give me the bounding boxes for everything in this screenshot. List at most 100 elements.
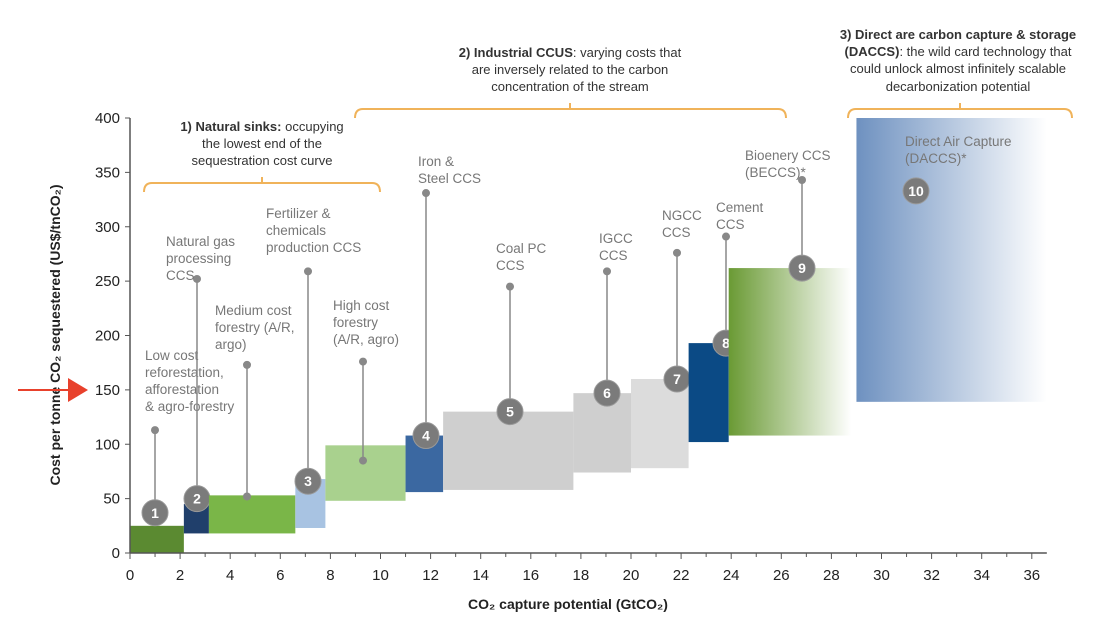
leader-dot	[673, 248, 681, 257]
group-2-title: 2) Industrial CCUS: varying costs that	[459, 45, 682, 60]
block-label: IGCC	[599, 231, 633, 246]
x-tick-label: 6	[276, 567, 284, 584]
block-label: argo)	[215, 337, 247, 352]
bracket-natural-sinks	[143, 177, 381, 193]
block-label: reforestation,	[145, 365, 224, 380]
block-number: 9	[798, 260, 806, 276]
x-tick-label: 36	[1023, 567, 1040, 584]
highlight-arrow-icon	[18, 378, 88, 402]
group-1-line3: sequestration cost curve	[192, 153, 333, 168]
block-label: Steel CCS	[418, 171, 481, 186]
x-tick-label: 14	[472, 567, 489, 584]
leader-dot	[359, 456, 367, 465]
block-label: NGCC	[662, 208, 702, 223]
block-number: 4	[422, 428, 430, 444]
block-number: 2	[193, 491, 201, 507]
leader-dot	[151, 426, 159, 435]
block-number-badge	[788, 254, 816, 282]
x-tick-label: 32	[923, 567, 940, 584]
x-tick-label: 24	[723, 567, 740, 584]
y-tick-label: 50	[103, 491, 120, 508]
block-number-badge	[496, 398, 524, 426]
block-label: Bioenery CCS	[745, 148, 831, 163]
block-number-badge	[902, 177, 930, 205]
cost-block-forestry-2	[208, 495, 296, 534]
group-3-title: 3) Direct are carbon capture & storage	[840, 27, 1076, 42]
leader-dot	[506, 282, 514, 291]
block-label: CCS	[166, 268, 195, 283]
y-tick-label: 400	[95, 110, 120, 127]
block-label: Medium cost	[215, 303, 292, 318]
block-label: Direct Air Capture	[905, 134, 1012, 149]
block-label: (BECCS)*	[745, 165, 807, 180]
block-number: 7	[673, 371, 681, 387]
cost-block-6	[573, 393, 631, 473]
cost-block-10	[856, 118, 1047, 402]
cost-block-1	[130, 525, 184, 553]
y-tick-label: 300	[95, 219, 120, 236]
leader-dot	[243, 360, 251, 369]
x-tick-label: 0	[126, 567, 134, 584]
block-label: (DACCS)*	[905, 151, 967, 166]
x-tick-label: 4	[226, 567, 234, 584]
block-label: Coal PC	[496, 241, 547, 256]
x-tick-label: 34	[973, 567, 990, 584]
cost-block-8	[688, 343, 729, 443]
group-1-title: 1) Natural sinks: occupying	[180, 119, 343, 134]
cost-block-7	[631, 379, 689, 469]
group-2-line2: are inversely related to the carbon	[472, 62, 669, 77]
y-tick-label: 350	[95, 164, 120, 181]
x-tick-label: 28	[823, 567, 840, 584]
block-number-badge	[412, 422, 440, 450]
y-tick-label: 0	[112, 545, 120, 562]
block-label: Natural gas	[166, 234, 235, 249]
block-label: Low cost	[145, 348, 199, 363]
leader-dot	[603, 267, 611, 276]
block-label: Fertilizer &	[266, 206, 331, 221]
block-label: afforestation	[145, 382, 219, 397]
x-tick-label: 10	[372, 567, 389, 584]
block-number: 3	[304, 473, 312, 489]
block-label: CCS	[496, 258, 525, 273]
x-tick-label: 22	[673, 567, 690, 584]
block-label: CCS	[599, 248, 628, 263]
leader-dot	[359, 357, 367, 366]
block-number: 8	[722, 335, 730, 351]
leader-dot	[243, 492, 251, 501]
block-number: 1	[151, 505, 159, 521]
cost-block-9	[728, 268, 852, 436]
block-number: 10	[908, 183, 924, 199]
leader-dot	[193, 274, 201, 283]
group-2-line3: concentration of the stream	[491, 79, 649, 94]
leader-dot	[422, 189, 430, 198]
group-3-line2: (DACCS): the wild card technology that	[845, 44, 1072, 59]
y-tick-label: 150	[95, 382, 120, 399]
y-tick-label: 100	[95, 436, 120, 453]
block-number-badge	[593, 379, 621, 407]
bracket-industrial-ccus	[354, 103, 787, 119]
block-number: 5	[506, 404, 514, 420]
x-tick-label: 30	[873, 567, 890, 584]
block-label: chemicals	[266, 223, 326, 238]
block-label: CCS	[716, 217, 745, 232]
x-tick-label: 16	[522, 567, 539, 584]
leader-dot	[798, 175, 806, 184]
block-label: Iron &	[418, 154, 454, 169]
y-axis-title: Cost per tonne CO₂ sequestered (US$/tnCO…	[47, 184, 63, 485]
block-label: forestry (A/R,	[215, 320, 295, 335]
block-number-badge	[141, 499, 169, 527]
block-label: production CCS	[266, 240, 361, 255]
block-label: High cost	[333, 298, 390, 313]
x-tick-label: 18	[573, 567, 590, 584]
x-axis-title: CO₂ capture potential (GtCO₂)	[468, 596, 668, 612]
block-number-badge	[294, 467, 322, 495]
block-label: processing	[166, 251, 231, 266]
group-1-line2: the lowest end of the	[202, 136, 322, 151]
x-tick-label: 26	[773, 567, 790, 584]
group-3-line3: could unlock almost infinitely scalable	[850, 61, 1066, 76]
bracket-daccs	[847, 103, 1073, 119]
block-number: 6	[603, 385, 611, 401]
x-tick-label: 8	[326, 567, 334, 584]
group-3-line4: decarbonization potential	[886, 79, 1031, 94]
